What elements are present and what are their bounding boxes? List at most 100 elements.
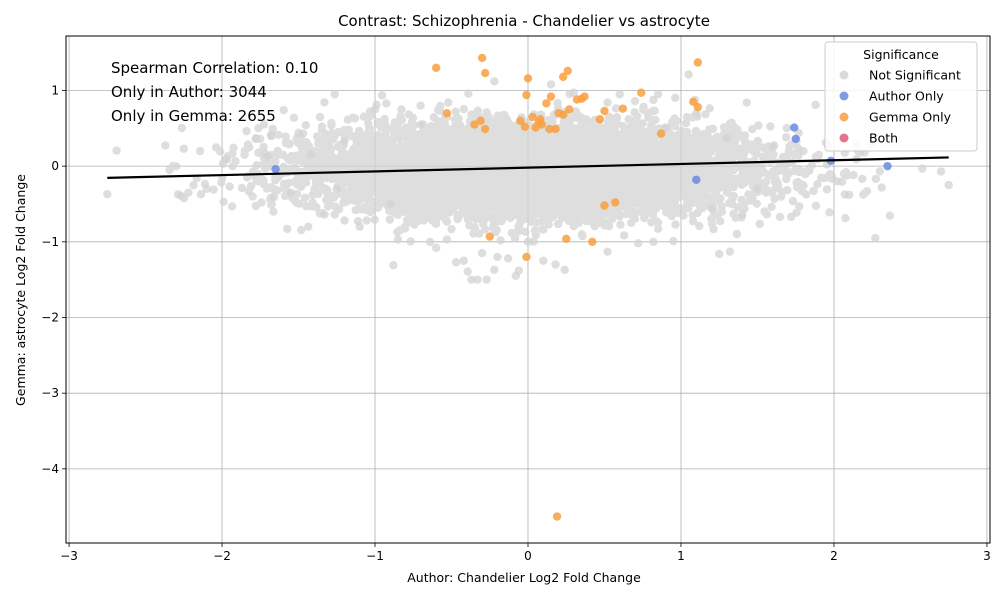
- gemma-only-point: [558, 110, 568, 119]
- not-significant-point: [661, 123, 670, 132]
- author-only-point: [692, 175, 701, 184]
- gemma-only-point: [588, 237, 597, 247]
- legend-marker: [839, 91, 849, 101]
- y-axis-label: Gemma: astrocyte Log2 Fold Change: [13, 174, 28, 406]
- gemma-only-point: [618, 104, 628, 113]
- y-tick-label: −4: [41, 462, 59, 476]
- not-significant-point: [372, 100, 381, 110]
- gemma-only-point: [485, 232, 494, 241]
- not-significant-point: [251, 134, 260, 144]
- y-tick-label: 0: [51, 159, 59, 173]
- not-significant-point: [386, 199, 395, 209]
- x-tick-label: 1: [677, 549, 685, 563]
- not-significant-point: [539, 256, 548, 265]
- gemma-only-point: [600, 106, 609, 116]
- y-tick-label: 1: [51, 83, 59, 97]
- gemma-only-point: [480, 68, 490, 78]
- x-tick-label: 2: [830, 549, 838, 563]
- not-significant-point: [473, 275, 482, 284]
- gemma-only-point: [656, 129, 666, 138]
- not-significant-point: [845, 190, 854, 200]
- not-significant-point: [944, 180, 953, 190]
- not-significant-point: [684, 70, 693, 79]
- not-significant-point: [569, 88, 579, 97]
- gemma-only-point: [546, 92, 556, 101]
- not-significant-point: [451, 258, 461, 267]
- not-significant-point: [722, 133, 732, 143]
- not-significant-point: [393, 235, 403, 244]
- legend-box: [824, 41, 978, 152]
- gemma-only-point: [595, 115, 605, 124]
- not-significant-point: [936, 167, 946, 176]
- not-significant-point: [875, 167, 885, 176]
- not-significant-point: [266, 130, 276, 140]
- gemma-only-point: [522, 90, 531, 100]
- not-significant-point: [649, 237, 658, 247]
- not-significant-point: [286, 188, 296, 197]
- legend-label: Author Only: [869, 89, 944, 104]
- not-significant-point: [768, 143, 777, 152]
- y-tick-label: −3: [41, 386, 59, 400]
- gemma-only-point: [600, 201, 609, 210]
- gemma-only-point: [520, 122, 530, 132]
- not-significant-point: [464, 89, 473, 98]
- not-significant-point: [669, 236, 678, 246]
- legend-label: Not Significant: [869, 68, 961, 83]
- not-significant-point: [551, 260, 560, 269]
- gemma-only-point: [580, 92, 589, 101]
- not-significant-point: [514, 266, 524, 275]
- not-significant-point: [832, 177, 842, 186]
- significant-points: [271, 53, 892, 521]
- x-tick-label: 0: [524, 549, 532, 563]
- not-significant-point: [546, 80, 556, 89]
- gemma-only-point: [432, 63, 441, 72]
- not-significant-point: [490, 265, 499, 275]
- not-significant-point: [715, 249, 724, 259]
- not-significant-point: [459, 256, 468, 265]
- not-significant-point: [603, 247, 612, 256]
- x-axis-label: Author: Chandelier Log2 Fold Change: [407, 570, 641, 585]
- not-significant-point: [222, 155, 231, 164]
- not-significant-point: [560, 265, 569, 275]
- annotations: Spearman Correlation: 0.10 Only in Author…: [111, 59, 318, 125]
- not-significant-point: [725, 247, 735, 256]
- not-significant-point: [248, 192, 257, 201]
- not-significant-point: [503, 254, 513, 263]
- not-significant-point: [389, 261, 398, 270]
- legend-marker: [839, 112, 849, 122]
- not-significant-point: [482, 275, 491, 284]
- not-significant-point: [493, 252, 502, 262]
- legend: Significance Not Significant Author Only G…: [824, 41, 978, 152]
- author-only-point: [791, 134, 800, 144]
- gemma-only-point: [542, 99, 551, 108]
- not-significant-cloud: [112, 89, 927, 276]
- not-significant-point: [103, 189, 112, 199]
- not-significant-point: [742, 98, 751, 107]
- not-significant-point: [269, 192, 279, 202]
- gemma-only-point: [537, 120, 546, 129]
- not-significant-point: [320, 210, 329, 219]
- not-significant-point: [176, 191, 185, 200]
- gemma-only-point: [558, 72, 568, 82]
- not-significant-point: [825, 208, 834, 217]
- not-significant-point: [753, 184, 762, 194]
- not-significant-point: [432, 243, 441, 253]
- not-significant-point: [467, 275, 476, 284]
- not-significant-point: [615, 90, 624, 99]
- not-significant-point: [707, 204, 716, 213]
- not-significant-point: [786, 212, 796, 222]
- gemma-only-point: [470, 120, 479, 129]
- not-significant-point: [263, 152, 273, 162]
- gemma-only-point: [528, 112, 537, 122]
- not-significant-point: [653, 90, 663, 99]
- gemma-only-point: [562, 234, 571, 243]
- gemma-only-point: [477, 53, 487, 63]
- author-only-point: [789, 123, 799, 132]
- legend-title: Significance: [863, 47, 939, 62]
- not-significant-point: [523, 237, 533, 247]
- gemma-only-point: [545, 124, 554, 134]
- annotation-text: Spearman Correlation: 0.10: [111, 59, 318, 77]
- author-only-point: [883, 161, 892, 171]
- gemma-only-point: [516, 116, 525, 125]
- legend-marker: [839, 70, 849, 80]
